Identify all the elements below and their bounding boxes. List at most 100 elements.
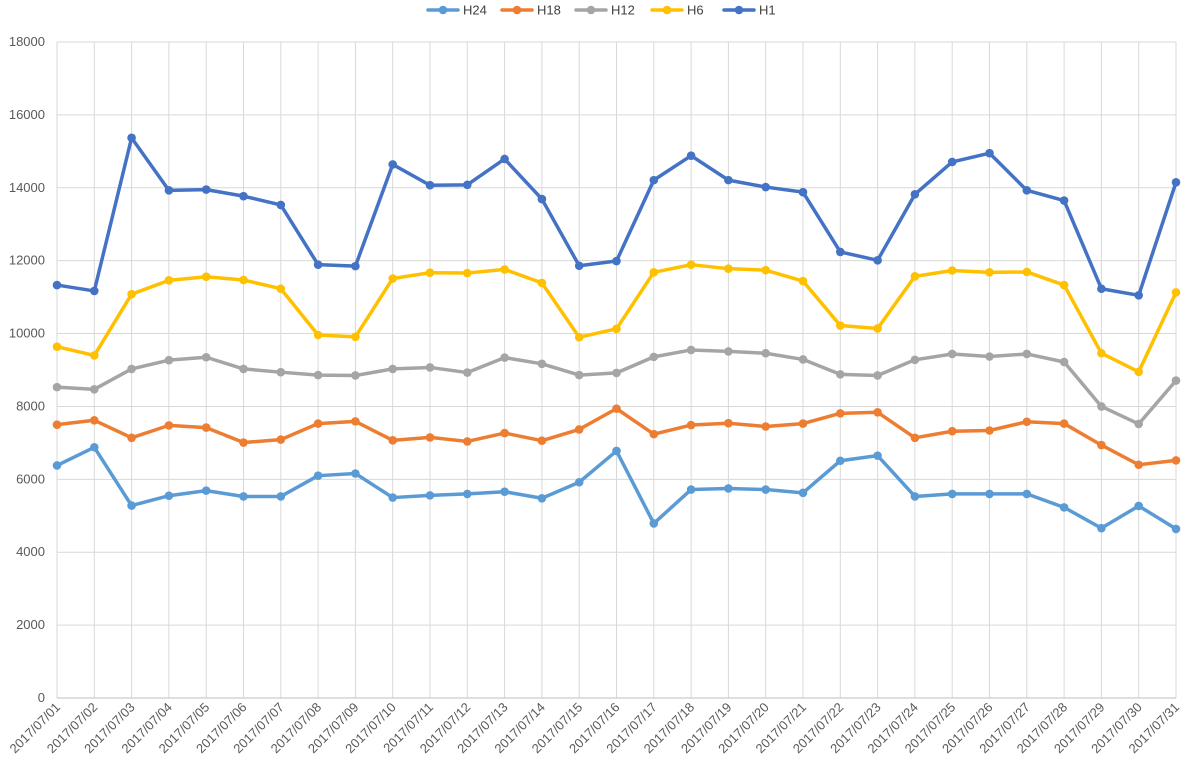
data-point	[351, 371, 360, 380]
data-point	[276, 492, 286, 501]
data-point	[537, 194, 547, 204]
data-point	[201, 423, 211, 432]
data-point	[537, 278, 547, 288]
data-point	[574, 370, 584, 380]
data-point	[276, 200, 286, 210]
data-point	[239, 438, 248, 447]
data-point	[649, 519, 659, 528]
data-point	[239, 492, 248, 501]
data-point	[649, 268, 659, 277]
data-point	[1171, 288, 1181, 297]
data-point	[1022, 417, 1032, 427]
data-point	[836, 247, 845, 257]
legend-item-h12: H12	[574, 3, 635, 18]
data-point	[313, 419, 323, 428]
data-point	[947, 349, 957, 359]
data-point	[52, 461, 62, 470]
data-point	[612, 368, 621, 378]
y-tick-label: 14000	[9, 180, 45, 195]
legend-marker	[662, 5, 672, 15]
legend-marker	[586, 5, 596, 15]
legend-label: H24	[463, 3, 487, 18]
data-point	[574, 425, 584, 434]
data-point	[1059, 503, 1069, 512]
data-point	[1022, 186, 1032, 195]
data-point	[1097, 440, 1106, 450]
y-tick-label: 10000	[9, 326, 45, 341]
data-point	[351, 469, 360, 478]
data-point	[798, 419, 808, 428]
data-point	[127, 364, 136, 374]
data-point	[537, 436, 547, 446]
legend-marker	[438, 5, 448, 15]
series-h18	[52, 404, 1181, 470]
data-point	[836, 456, 845, 466]
data-point	[761, 485, 770, 494]
data-point	[724, 418, 733, 428]
data-point	[388, 160, 398, 169]
data-point	[1097, 284, 1106, 294]
data-point	[388, 274, 398, 283]
data-point	[873, 256, 882, 265]
data-point	[1097, 348, 1106, 358]
data-point	[724, 264, 733, 273]
data-point	[686, 485, 696, 494]
data-point	[649, 175, 659, 185]
data-point	[425, 363, 435, 372]
y-tick-label: 0	[38, 690, 45, 705]
data-point	[985, 148, 994, 158]
data-point	[686, 420, 696, 430]
legend-item-h24: H24	[426, 3, 487, 18]
data-point	[313, 471, 323, 480]
data-point	[873, 451, 882, 460]
data-point	[1134, 367, 1143, 377]
data-point	[761, 265, 770, 275]
data-point	[500, 265, 509, 274]
data-point	[836, 409, 845, 418]
y-tick-label: 4000	[16, 544, 45, 559]
data-point	[239, 364, 248, 374]
data-point	[276, 367, 286, 377]
series-layer	[52, 133, 1181, 534]
series-h6	[52, 260, 1181, 377]
data-point	[612, 404, 621, 413]
data-point	[388, 436, 398, 445]
data-point	[612, 256, 621, 266]
data-point	[201, 486, 211, 495]
data-point	[686, 260, 696, 269]
data-point	[164, 186, 174, 195]
data-point	[90, 286, 99, 296]
data-point	[463, 437, 472, 446]
data-point	[798, 187, 808, 197]
data-point	[910, 355, 920, 365]
data-point	[761, 182, 770, 192]
data-point	[425, 491, 435, 500]
data-point	[164, 421, 174, 430]
legend-marker	[734, 5, 744, 15]
data-point	[947, 266, 957, 275]
data-point	[239, 191, 248, 201]
data-point	[164, 276, 174, 285]
data-point	[90, 351, 99, 360]
data-point	[836, 321, 845, 330]
data-point	[351, 261, 360, 271]
data-point	[1059, 357, 1069, 367]
y-tick-label: 18000	[9, 34, 45, 49]
data-point	[761, 422, 770, 431]
data-point	[761, 348, 770, 358]
series-h1	[52, 133, 1181, 300]
data-point	[537, 359, 547, 369]
data-point	[463, 180, 472, 190]
data-point	[425, 180, 435, 190]
data-point	[1171, 524, 1181, 534]
data-point	[52, 280, 62, 290]
data-point	[798, 488, 808, 498]
data-point	[201, 352, 211, 362]
data-point	[1171, 376, 1181, 385]
data-point	[425, 268, 435, 277]
y-tick-label: 6000	[16, 471, 45, 486]
data-point	[985, 268, 994, 277]
data-point	[985, 352, 994, 361]
data-point	[1134, 419, 1143, 429]
data-point	[1022, 349, 1032, 359]
